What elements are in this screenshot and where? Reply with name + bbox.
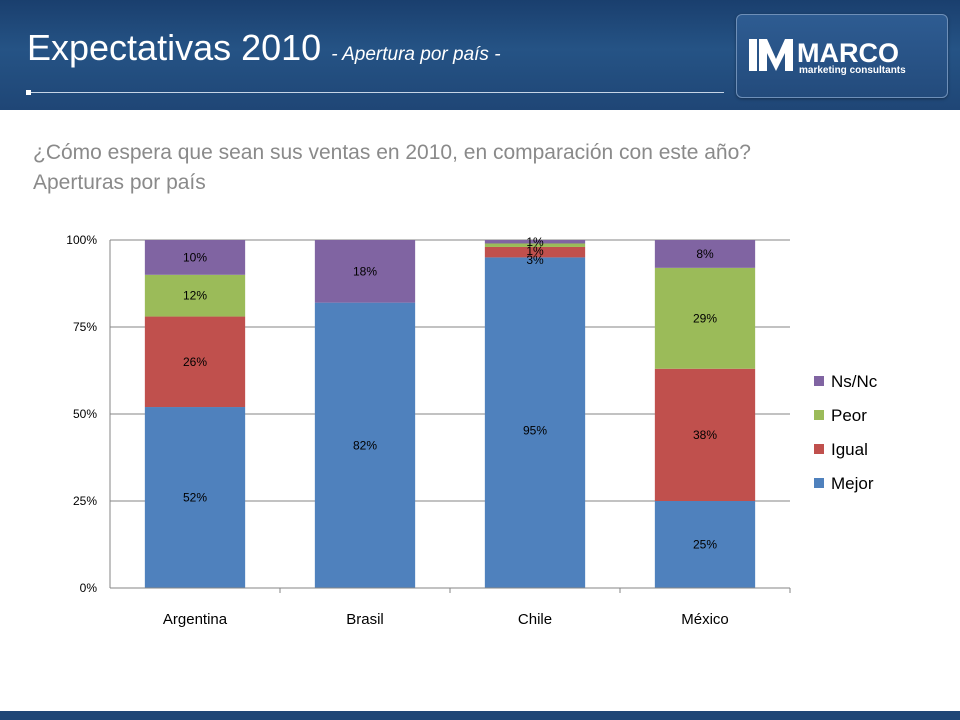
company-logo: MARCO marketing consultants xyxy=(736,14,948,98)
legend-label: Ns/Nc xyxy=(831,372,878,391)
bar-segment xyxy=(144,240,246,275)
legend-label: Igual xyxy=(831,440,868,459)
legend-swatch xyxy=(814,444,824,454)
bar-segment xyxy=(314,240,416,303)
footer-bar xyxy=(0,711,960,720)
survey-question: ¿Cómo espera que sean sus ventas en 2010… xyxy=(33,138,913,198)
data-label: 95% xyxy=(523,424,547,438)
title-bullet xyxy=(26,90,31,95)
data-labels: 52%26%12%10%82%18%95%3%1%1%25%38%29%8% xyxy=(183,235,717,552)
chart-legend: Ns/Nc Peor Igual Mejor xyxy=(814,372,878,493)
data-label: 8% xyxy=(696,247,714,261)
bar-segment xyxy=(144,407,246,588)
bar-segment xyxy=(314,302,416,588)
bar-segment xyxy=(144,274,246,317)
data-label: 10% xyxy=(183,250,207,264)
x-tick-label: Argentina xyxy=(163,611,228,628)
bar-segment xyxy=(144,316,246,408)
y-tick-label: 50% xyxy=(73,407,97,421)
data-label: 29% xyxy=(693,311,717,325)
y-axis: 0% 25% 50% 75% 100% xyxy=(66,233,111,595)
title-subtitle: - Apertura por país - xyxy=(331,44,501,65)
data-label: 52% xyxy=(183,491,207,505)
bar-segment xyxy=(484,246,586,258)
x-tick-label: México xyxy=(681,611,729,628)
x-axis: Argentina Brasil Chile México xyxy=(110,587,791,628)
bar-segment xyxy=(654,267,756,369)
logo-name: MARCO xyxy=(797,38,899,68)
header-bar: Expectativas 2010 - Apertura por país - … xyxy=(0,0,960,110)
data-label: 25% xyxy=(693,538,717,552)
bar-segment xyxy=(484,257,586,588)
logo-graphic: MARCO marketing consultants xyxy=(749,38,906,76)
data-label: 26% xyxy=(183,355,207,369)
page-title: Expectativas 2010 - Apertura por país - xyxy=(27,30,501,66)
title-underline xyxy=(28,92,724,93)
bar-segment xyxy=(654,501,756,588)
data-label: 1% xyxy=(526,235,544,249)
y-tick-label: 0% xyxy=(80,581,98,595)
legend-swatch xyxy=(814,376,824,386)
x-tick-label: Brasil xyxy=(346,611,384,628)
legend-label: Mejor xyxy=(831,474,874,493)
bar-segment xyxy=(484,240,586,244)
x-tick-label: Chile xyxy=(518,611,552,628)
question-subline: Aperturas por país xyxy=(33,171,206,194)
title-main: Expectativas 2010 xyxy=(27,27,322,68)
y-tick-label: 25% xyxy=(73,494,97,508)
data-label: 12% xyxy=(183,289,207,303)
legend-swatch xyxy=(814,410,824,420)
legend-label: Peor xyxy=(831,406,867,425)
y-tick-label: 75% xyxy=(73,320,97,334)
data-label: 82% xyxy=(353,438,377,452)
data-label: 3% xyxy=(526,253,544,267)
bar-segment xyxy=(654,368,756,501)
y-tick-label: 100% xyxy=(66,233,97,247)
logo-bar xyxy=(749,39,757,71)
data-label: 38% xyxy=(693,428,717,442)
bars xyxy=(144,240,756,588)
logo-tagline: marketing consultants xyxy=(799,65,906,76)
logo-m-mark xyxy=(759,39,793,71)
data-label: 1% xyxy=(526,244,544,258)
bar-segment xyxy=(654,240,756,268)
bar-segment xyxy=(484,243,586,247)
data-label: 18% xyxy=(353,264,377,278)
question-line: ¿Cómo espera que sean sus ventas en 2010… xyxy=(33,141,751,164)
legend-swatch xyxy=(814,478,824,488)
